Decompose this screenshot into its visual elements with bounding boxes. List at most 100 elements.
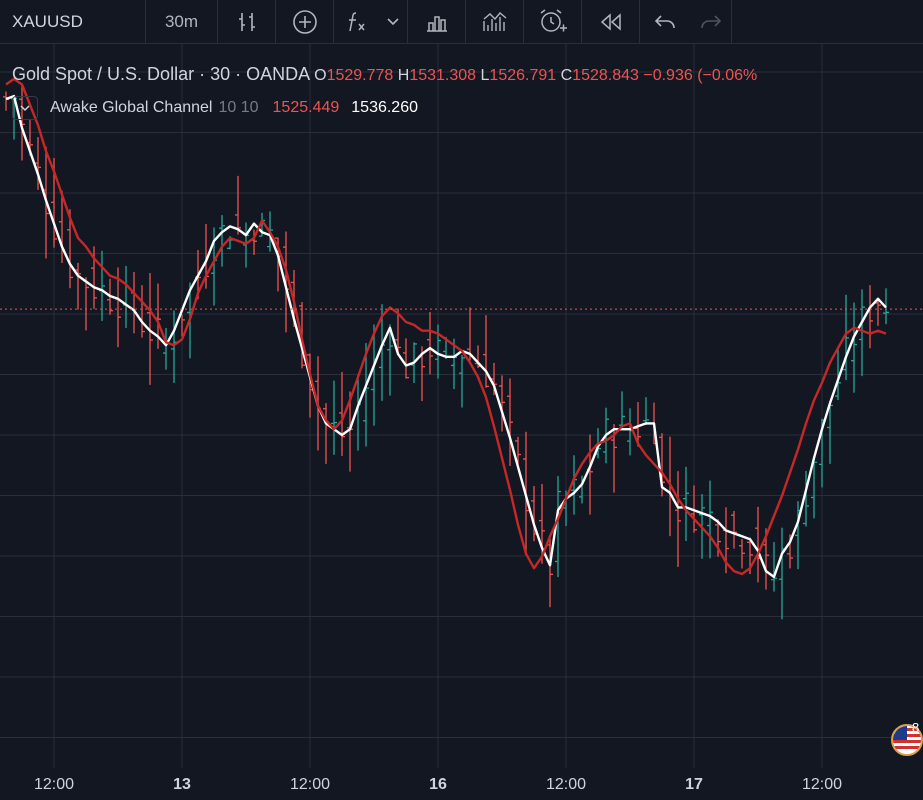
- price-bar: [779, 527, 785, 620]
- financials-button[interactable]: [408, 0, 466, 43]
- price-bar: [515, 436, 521, 465]
- indicator-high-value: 1536.260: [351, 99, 418, 116]
- high-label: H: [397, 67, 410, 84]
- time-tick-label: 12:00: [289, 776, 331, 793]
- low-label: L: [480, 67, 490, 84]
- price-bar: [715, 519, 721, 557]
- alarm-clock-icon: [538, 8, 568, 36]
- indicators-dropdown[interactable]: [378, 0, 408, 43]
- price-bar: [619, 391, 625, 428]
- redo-icon: [700, 13, 722, 31]
- price-bar: [851, 302, 857, 393]
- chevron-down-icon: [386, 17, 399, 26]
- price-bar: [803, 470, 809, 527]
- time-tick-label: 12:00: [33, 776, 75, 793]
- time-tick-label: 13: [173, 776, 191, 793]
- symbol-title: Gold Spot / U.S. Dollar · 30 · OANDA: [12, 64, 310, 84]
- time-tick-label: 17: [685, 776, 703, 793]
- high-value: 1531.308: [409, 67, 477, 84]
- price-bar: [507, 378, 513, 467]
- time-tick-label: 16: [429, 776, 447, 793]
- price-bars: [3, 86, 889, 620]
- replay-button[interactable]: [582, 0, 640, 43]
- indicator-lines: [5, 77, 887, 579]
- indicator-legend: Awake Global Channel 10 10 1525.449 1536…: [12, 96, 418, 120]
- close-value: 1528.843: [572, 67, 639, 84]
- top-toolbar: XAUUSD 30m: [0, 0, 923, 44]
- indicator-low-value: 1525.449: [272, 99, 340, 116]
- price-bar: [3, 91, 9, 111]
- price-bar: [643, 397, 649, 425]
- price-bar: [555, 476, 561, 578]
- alert-button[interactable]: [524, 0, 582, 43]
- bar-style-button[interactable]: [218, 0, 276, 43]
- bar-style-icon: [236, 11, 258, 33]
- plus-circle-icon: [292, 9, 318, 35]
- open-value: 1529.778: [326, 67, 394, 84]
- price-bar: [75, 262, 81, 310]
- symbol-legend: Gold Spot / U.S. Dollar · 30 · OANDA O15…: [12, 64, 757, 85]
- price-bar: [835, 347, 841, 400]
- chevron-down-icon: [20, 99, 30, 117]
- price-bar: [387, 324, 393, 396]
- price-bar: [427, 311, 433, 375]
- price-bar: [83, 277, 89, 331]
- price-bar: [867, 285, 873, 349]
- price-bar: [675, 471, 681, 567]
- price-bar: [403, 338, 409, 379]
- interval-button[interactable]: 30m: [146, 0, 218, 43]
- rewind-icon: [598, 12, 624, 31]
- us-flag-icon[interactable]: [891, 724, 923, 756]
- price-bar: [171, 310, 177, 384]
- bar-chart-icon: [425, 11, 449, 33]
- undo-icon: [654, 13, 676, 31]
- redo-button[interactable]: [690, 0, 732, 43]
- time-tick-label: 12:00: [801, 776, 843, 793]
- price-bar: [219, 215, 225, 267]
- price-bar: [771, 542, 777, 592]
- undo-button[interactable]: [640, 0, 690, 43]
- price-bar: [499, 375, 505, 432]
- change-value: −0.936 (−0.06%: [643, 67, 758, 84]
- price-bar: [811, 461, 817, 519]
- events-count-badge: 8: [912, 720, 920, 735]
- indicator-params: 10 10: [218, 99, 259, 116]
- compare-button[interactable]: [276, 0, 334, 43]
- price-bar: [707, 480, 713, 559]
- templates-icon: [482, 11, 508, 33]
- price-bar: [363, 343, 369, 447]
- time-tick-label: 12:00: [545, 776, 587, 793]
- price-bar: [587, 434, 593, 515]
- channel-high-line: [5, 77, 887, 576]
- legend-collapse-button[interactable]: [12, 96, 38, 120]
- price-bar: [35, 137, 41, 190]
- price-bar: [859, 289, 865, 377]
- channel-mid-line: [5, 94, 887, 579]
- fx-icon: [344, 10, 368, 34]
- price-bar: [755, 506, 761, 583]
- price-bar: [235, 175, 241, 235]
- price-bar: [459, 355, 465, 408]
- price-bar: [483, 315, 489, 388]
- price-bar: [131, 271, 137, 334]
- price-bar: [683, 466, 689, 541]
- price-bar: [331, 380, 337, 455]
- price-bar: [99, 250, 105, 321]
- open-label: O: [314, 67, 327, 84]
- price-chart[interactable]: [0, 0, 923, 770]
- templates-button[interactable]: [466, 0, 524, 43]
- time-axis[interactable]: 12:00 13 12:00 16 12:00 17 12:00: [0, 770, 923, 800]
- price-bar: [139, 285, 145, 338]
- price-bar: [739, 538, 745, 569]
- low-value: 1526.791: [489, 67, 557, 84]
- ohlc-values: O1529.778 H1531.308 L1526.791 C1528.843 …: [314, 67, 757, 84]
- price-bar: [731, 510, 737, 549]
- price-bar: [323, 403, 329, 464]
- indicators-button[interactable]: [334, 0, 378, 43]
- price-bar: [123, 265, 129, 328]
- price-bar: [67, 209, 73, 289]
- close-label: C: [560, 67, 573, 84]
- price-bar: [339, 371, 345, 456]
- indicator-name[interactable]: Awake Global Channel: [50, 99, 213, 116]
- symbol-search-button[interactable]: XAUUSD: [0, 0, 146, 43]
